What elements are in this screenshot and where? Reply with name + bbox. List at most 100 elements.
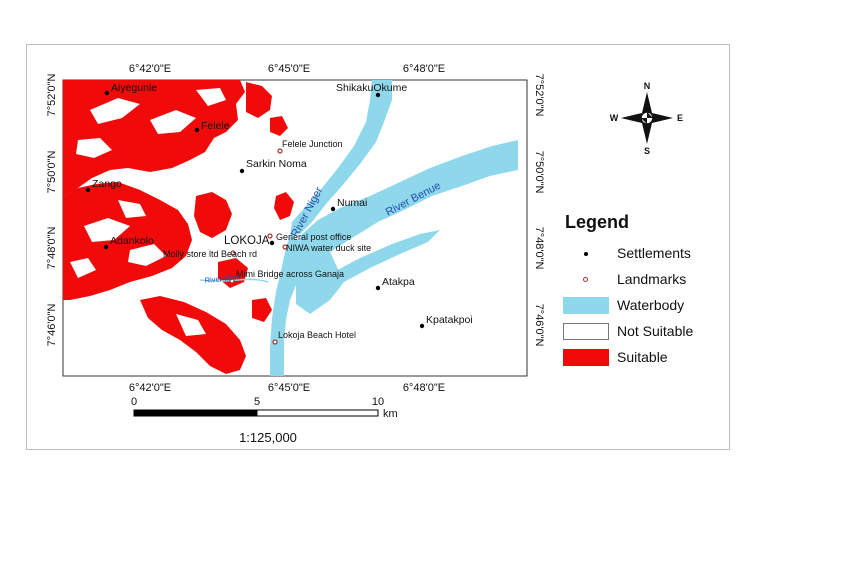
settlement-label-kpatakpoi: Kpatakpoi [426, 314, 473, 326]
patch-9 [118, 200, 146, 218]
compass-needle-east [652, 113, 673, 123]
settlement-label-zango: Zango [92, 178, 122, 190]
patch-8 [70, 258, 96, 278]
waterbody-swatch [563, 297, 609, 314]
suitable-area-central [194, 192, 232, 238]
lon-label-top-3: 6°48'0"E [403, 63, 445, 75]
settlement-point-numai [330, 206, 336, 212]
north-arrow: N S E W [610, 81, 683, 156]
landmark-points [229, 148, 288, 345]
legend-label-landmarks: Landmarks [617, 271, 687, 287]
compass-label-s: S [644, 146, 650, 156]
settlement-label-felele: Felele [201, 120, 230, 132]
landmark-symbol-icon [583, 277, 588, 282]
settlement-point-zango [85, 187, 91, 193]
settlement-point-sarkin-noma [239, 168, 245, 174]
not-suitable-swatch [563, 323, 609, 340]
legend-item-waterbody: Waterbody [563, 295, 723, 321]
not-suitable-patches [70, 88, 226, 336]
settlement-point-adankolo [103, 244, 109, 250]
river-benue [300, 140, 518, 264]
map-panel: Aiyegunle Felele Sarkin Noma Zango Adank… [62, 79, 528, 377]
legend-title: Legend [565, 212, 630, 232]
settlement-symbol-icon [584, 252, 588, 256]
patch-5 [84, 218, 130, 242]
suitable-area-north [246, 82, 272, 118]
legend-item-settlements: Settlements [563, 243, 723, 269]
suitable-area-west [63, 182, 192, 300]
lon-label-bottom-2: 6°45'0"E [268, 382, 310, 394]
compass-needle-north [642, 92, 652, 113]
map-legend: Legend Settlements Landmarks Waterbody N… [563, 212, 723, 373]
lat-label-right-3: 7°48'0"N [533, 227, 545, 270]
legend-label-not-suitable: Not Suitable [617, 323, 694, 339]
lat-label-left-1: 7°52'0"N [46, 74, 58, 117]
lat-label-left-3: 7°48'0"N [46, 227, 58, 270]
lat-label-left-4: 7°46'0"N [46, 304, 58, 347]
lat-label-right-2: 7°50'0"N [533, 151, 545, 194]
lon-label-bottom-1: 6°42'0"E [129, 382, 171, 394]
legend-label-waterbody: Waterbody [617, 297, 685, 313]
lat-label-right-4: 7°46'0"N [533, 304, 545, 347]
legend-label-settlements: Settlements [617, 245, 691, 261]
settlement-label-adankolo: Adankolo [110, 235, 154, 247]
settlement-label-sarkin-noma: Sarkin Noma [246, 158, 307, 170]
settlement-point-kpatakpoi [419, 323, 425, 329]
suitable-area-hill-2 [252, 298, 272, 322]
compass-label-e: E [677, 113, 683, 123]
river-mimi-line [199, 278, 269, 283]
landmark-point-lokoja-beach-hotel [272, 339, 278, 345]
compass-label-n: N [644, 81, 651, 91]
settlement-point-atakpa [375, 285, 381, 291]
settlement-label-aiyegunle: Aiyegunle [111, 82, 157, 94]
patch-7 [176, 314, 206, 336]
suitable-area-east-patch [274, 192, 294, 220]
legend-label-suitable: Suitable [617, 349, 668, 365]
confluence-lake [296, 252, 344, 314]
settlement-label-shikakuokume: ShikakuOkume [336, 82, 407, 94]
patch-6 [128, 244, 166, 266]
patch-4 [196, 88, 226, 106]
landmark-label-general-post-office: General post office [276, 232, 351, 242]
settlement-point-felele [194, 127, 200, 133]
landmark-label-lokoja-beach-hotel: Lokoja Beach Hotel [278, 330, 356, 340]
compass-needle-west [621, 113, 642, 123]
patch-1 [90, 98, 140, 124]
landmark-label-niwa: NIWA water duck site [286, 243, 371, 253]
settlement-label-numai: Numai [337, 197, 367, 209]
legend-item-suitable: Suitable [563, 347, 723, 373]
patch-3 [76, 138, 112, 158]
landmark-point-general-post-office [267, 233, 273, 239]
compass-label-w: W [610, 113, 619, 123]
settlement-point-lokoja [269, 240, 275, 246]
river-benue-bar [330, 230, 440, 282]
lat-label-left-2: 7°50'0"N [46, 151, 58, 194]
settlement-point-shikakuokume [375, 92, 381, 98]
scale-tick-0: 0 [131, 396, 137, 408]
lon-label-top-1: 6°42'0"E [129, 63, 171, 75]
settlement-label-atakpa: Atakpa [382, 276, 415, 288]
lon-label-bottom-3: 6°48'0"E [403, 382, 445, 394]
scale-tick-10: 10 [372, 396, 384, 408]
river-label-mimi: River Mimi [204, 272, 240, 285]
scale-unit: km [383, 408, 398, 420]
settlement-label-lokoja: LOKOJA [224, 235, 270, 247]
landmark-label-mimi-bridge: Mimi Bridge across Ganaja [236, 269, 344, 279]
legend-item-not-suitable: Not Suitable [563, 321, 723, 347]
graticule-labels: 6°42'0"E 6°45'0"E 6°48'0"E 6°42'0"E 6°45… [46, 63, 545, 394]
landmark-label-molly-store: Molly store ltd Beach rd [163, 249, 257, 259]
landmark-point-felele-junction [277, 148, 283, 154]
settlement-point-aiyegunle [104, 90, 110, 96]
landmark-point-niwa [282, 244, 288, 250]
waterbody [270, 80, 518, 376]
compass-needle-south [642, 123, 652, 144]
suitable-swatch [563, 349, 609, 366]
scale-ratio: 1:125,000 [239, 430, 297, 445]
landmark-label-felele-junction: Felele Junction [282, 139, 343, 149]
landmark-point-mimi-bridge [229, 278, 235, 284]
legend-item-landmarks: Landmarks [563, 269, 723, 295]
suitable-area-hill-3 [270, 116, 288, 136]
lat-label-right-1: 7°52'0"N [533, 74, 545, 117]
settlement-points [85, 90, 425, 329]
